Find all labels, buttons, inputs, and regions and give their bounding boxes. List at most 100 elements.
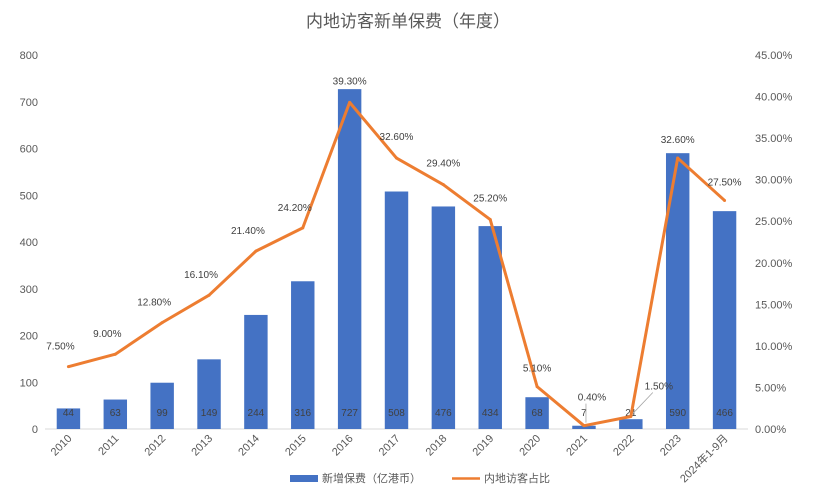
line-point: [629, 415, 633, 419]
right-axis-tick-label: 5.00%: [755, 382, 786, 394]
line-value-label: 39.30%: [333, 76, 367, 87]
bar-value-label: 244: [248, 408, 265, 419]
bar-value-label: 149: [201, 408, 218, 419]
legend-bar-swatch: [290, 475, 318, 482]
left-axis-tick-label: 300: [20, 284, 38, 296]
left-axis-tick-label: 400: [20, 237, 38, 249]
x-axis-tick-label: 2010: [49, 433, 75, 459]
legend: 新增保费（亿港币） 内地访客占比: [290, 471, 550, 485]
left-axis-tick-label: 100: [20, 377, 38, 389]
line-point: [676, 156, 680, 160]
left-axis-tick-label: 0: [32, 424, 38, 436]
x-axis-tick-label: 2023: [658, 433, 684, 459]
right-axis-tick-label: 30.00%: [755, 175, 793, 187]
line-point: [301, 226, 305, 230]
left-axis: 0 100 200 300 400 500 600 700 800: [20, 50, 38, 436]
line-value-label: 7.50%: [46, 342, 74, 353]
line-value-label: 29.40%: [426, 159, 460, 170]
bar: [619, 419, 643, 429]
bar: [150, 382, 174, 429]
line-value-label: 21.40%: [231, 226, 265, 237]
bar: [525, 397, 549, 429]
bar: [431, 206, 456, 429]
right-axis-tick-label: 35.00%: [755, 133, 793, 145]
right-axis-tick-label: 10.00%: [755, 341, 793, 353]
bar-value-label: 99: [157, 408, 169, 419]
x-axis-tick-label: 2011: [96, 433, 121, 458]
bar-value-label: 476: [435, 408, 452, 419]
line-point: [160, 321, 164, 325]
left-axis-tick-label: 700: [20, 97, 38, 109]
left-axis-tick-label: 600: [20, 144, 38, 156]
line-value-label: 27.50%: [708, 177, 742, 188]
x-axis-tick-label: 2014: [236, 433, 262, 459]
bar-value-label: 7: [581, 408, 587, 419]
bar-value-label: 44: [63, 408, 75, 419]
right-axis-tick-label: 15.00%: [755, 299, 793, 311]
right-axis: 0.00% 5.00% 10.00% 15.00% 20.00% 25.00% 30.00%…: [755, 50, 793, 436]
x-axis-tick-label: 2018: [424, 433, 450, 459]
bar-value-label: 508: [388, 408, 405, 419]
bar: [291, 281, 315, 429]
leader-line: [632, 392, 654, 414]
x-axis-tick-label: 2012: [142, 433, 168, 459]
x-axis-tick-label: 2019: [471, 433, 497, 459]
right-axis-tick-label: 20.00%: [755, 258, 793, 270]
x-axis-tick-label: 2017: [377, 433, 403, 459]
bar: [478, 226, 502, 429]
x-axis-tick-label: 2022: [611, 433, 637, 459]
line-point: [535, 385, 539, 389]
left-axis-tick-label: 200: [20, 331, 38, 343]
legend-bar-label: 新增保费（亿港币）: [322, 471, 421, 485]
bar: [337, 89, 362, 429]
bar: [197, 359, 221, 429]
line-point: [113, 352, 117, 356]
x-axis-tick-label: 2020: [517, 433, 543, 459]
line-value-label: 1.50%: [645, 382, 673, 393]
x-axis-tick-label: 2013: [189, 433, 215, 459]
bar: [244, 314, 268, 429]
line-value-label: 24.20%: [278, 203, 312, 214]
line-point: [395, 156, 398, 160]
bar: [103, 399, 128, 429]
line-value-label: 16.10%: [184, 270, 218, 281]
line-point: [723, 198, 727, 202]
bar-value-label: 68: [532, 408, 544, 419]
line-point: [207, 293, 211, 297]
line-value-label: 32.60%: [380, 132, 414, 143]
line-value-label: 32.60%: [661, 135, 695, 146]
line-value-label: 5.10%: [523, 364, 551, 375]
line-point: [254, 249, 258, 253]
line-point: [348, 100, 352, 104]
line-series: 7.50% 9.00% 12.80% 16.10% 21.40% 24.20% 39.30%…: [46, 76, 742, 428]
line-point: [488, 218, 492, 222]
left-axis-tick-label: 800: [20, 50, 38, 62]
line-point: [582, 424, 586, 428]
chart-title: 内地访客新单保费（年度）: [306, 12, 510, 32]
bar: [712, 211, 737, 429]
right-axis-tick-label: 45.00%: [755, 50, 793, 62]
line-point: [66, 365, 70, 369]
right-axis-tick-label: 0.00%: [755, 424, 786, 436]
left-axis-tick-label: 500: [20, 190, 38, 202]
line-value-label: 25.20%: [473, 194, 507, 205]
bar: [384, 191, 409, 429]
bar-value-label: 316: [294, 408, 311, 419]
bar-value-label: 63: [110, 408, 122, 419]
x-axis-tick-label: 2016: [330, 433, 356, 459]
line-value-label: 0.40%: [578, 393, 606, 404]
legend-line-label: 内地访客占比: [484, 471, 550, 485]
bar: [56, 408, 81, 429]
x-axis-tick-label: 2024年1-9月: [677, 431, 731, 485]
bar-series: 44 63 99 149 244 316 727 508 476 434 68 7 21 590 466: [56, 89, 737, 430]
line-point: [441, 183, 445, 187]
bar-value-label: 434: [482, 408, 499, 419]
bar-value-label: 590: [669, 408, 686, 419]
bar: [572, 425, 596, 429]
line-value-label: 9.00%: [93, 329, 121, 340]
right-axis-tick-label: 25.00%: [755, 216, 793, 228]
bar-value-label: 466: [716, 408, 733, 419]
bar: [665, 153, 690, 430]
right-axis-tick-label: 40.00%: [755, 92, 793, 104]
